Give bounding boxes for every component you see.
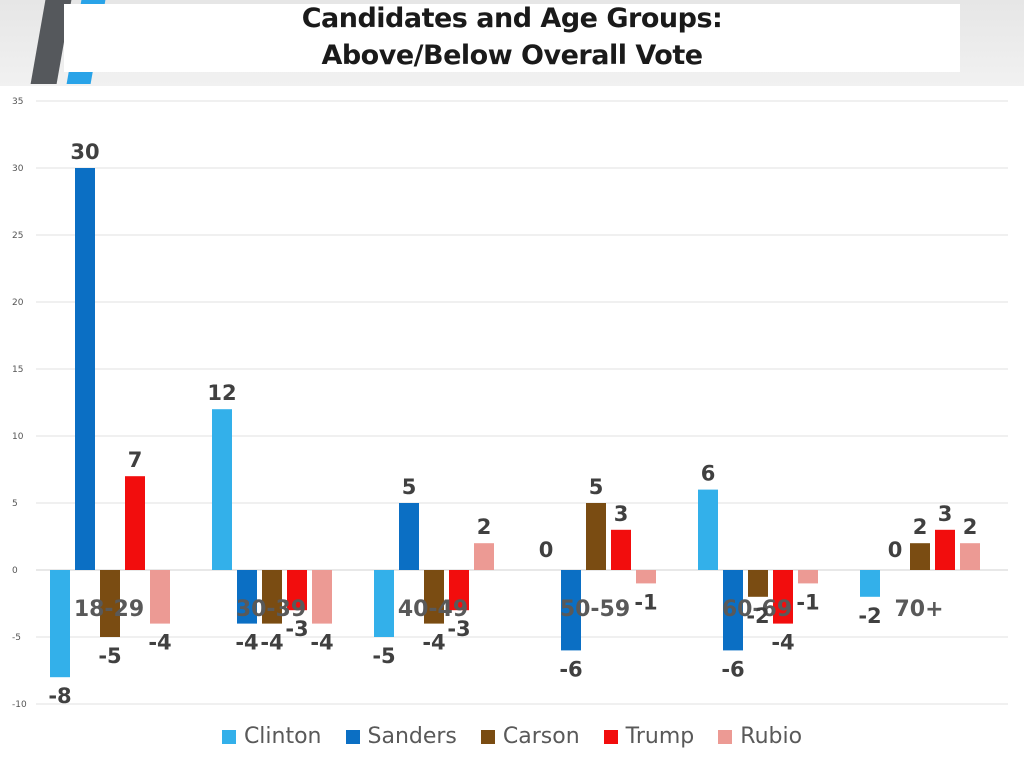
data-label: 0 bbox=[888, 538, 903, 562]
x-category-label: 60-69 bbox=[722, 597, 792, 622]
data-label: -4 bbox=[310, 631, 333, 655]
data-label: 3 bbox=[614, 502, 629, 526]
y-tick-label: -5 bbox=[12, 633, 21, 643]
legend-swatch bbox=[480, 729, 495, 744]
legend-swatch bbox=[345, 729, 360, 744]
bar-carson bbox=[424, 570, 444, 624]
data-label: 3 bbox=[938, 502, 953, 526]
legend-item-sanders: Sanders bbox=[345, 724, 457, 749]
title-box bbox=[64, 4, 960, 72]
legend-label: Trump bbox=[625, 724, 695, 749]
bar-clinton bbox=[374, 570, 394, 637]
bar-rubio bbox=[798, 570, 818, 584]
y-tick-label: 0 bbox=[12, 566, 18, 576]
legend-item-trump: Trump bbox=[603, 724, 695, 749]
bar-sanders bbox=[75, 168, 95, 570]
legend-swatch bbox=[718, 729, 733, 744]
data-label: -1 bbox=[796, 590, 819, 614]
chart-legend: Clinton Sanders Carson Trump Rubio bbox=[0, 724, 1024, 749]
legend-item-carson: Carson bbox=[480, 724, 580, 749]
y-tick-label: 15 bbox=[12, 365, 23, 375]
data-label: -1 bbox=[634, 590, 657, 614]
bar-trump bbox=[611, 529, 631, 570]
bar-rubio bbox=[150, 570, 170, 624]
legend-label: Sanders bbox=[367, 724, 457, 749]
bar-clinton bbox=[698, 489, 718, 570]
chart-title: Candidates and Age Groups: Above/Below O… bbox=[64, 0, 960, 74]
legend-item-rubio: Rubio bbox=[718, 724, 802, 749]
legend-swatch bbox=[221, 729, 236, 744]
bar-rubio bbox=[636, 570, 656, 584]
bar-clinton bbox=[212, 409, 232, 570]
data-label: 5 bbox=[589, 475, 604, 499]
data-label: -6 bbox=[559, 657, 582, 681]
data-label: -6 bbox=[721, 657, 744, 681]
chart-title-line-2: Above/Below Overall Vote bbox=[321, 40, 703, 71]
data-label: -8 bbox=[48, 684, 71, 708]
data-label: 2 bbox=[913, 515, 928, 539]
bar-rubio bbox=[312, 570, 332, 624]
chart-title-line-1: Candidates and Age Groups: bbox=[301, 3, 723, 34]
bar-rubio bbox=[960, 543, 980, 570]
legend-label: Clinton bbox=[243, 724, 322, 749]
data-label: 7 bbox=[128, 448, 143, 472]
data-label: -3 bbox=[285, 617, 308, 641]
y-tick-label: 5 bbox=[12, 499, 18, 509]
data-label: -2 bbox=[746, 604, 769, 628]
x-category-label: 40-49 bbox=[398, 597, 468, 622]
data-label: -4 bbox=[148, 631, 171, 655]
data-label: -4 bbox=[260, 631, 283, 655]
x-category-label: 50-59 bbox=[560, 597, 630, 622]
legend-swatch bbox=[603, 729, 618, 744]
bar-sanders bbox=[723, 570, 743, 651]
x-category-label: 18-29 bbox=[74, 597, 144, 622]
data-label: -5 bbox=[372, 644, 395, 668]
data-label: 2 bbox=[963, 515, 978, 539]
bar-carson bbox=[910, 543, 930, 570]
data-label: 12 bbox=[207, 381, 236, 405]
data-label: 5 bbox=[402, 475, 417, 499]
bar-clinton bbox=[50, 570, 70, 678]
y-tick-label: 30 bbox=[12, 164, 24, 174]
data-label: -3 bbox=[447, 617, 470, 641]
legend-label: Carson bbox=[502, 724, 580, 749]
y-tick-label: 35 bbox=[12, 97, 23, 107]
bar-sanders bbox=[399, 503, 419, 570]
bar-carson bbox=[586, 503, 606, 570]
bar-trump bbox=[449, 570, 469, 611]
bar-trump bbox=[125, 476, 145, 570]
bar-trump bbox=[287, 570, 307, 611]
bar-trump bbox=[773, 570, 793, 624]
bar-rubio bbox=[474, 543, 494, 570]
bar-clinton bbox=[860, 570, 880, 597]
bar-trump bbox=[935, 529, 955, 570]
data-label: -2 bbox=[858, 604, 881, 628]
data-label: 2 bbox=[477, 515, 492, 539]
data-label: -5 bbox=[98, 644, 121, 668]
data-label: 30 bbox=[70, 140, 99, 164]
data-label: -4 bbox=[771, 631, 794, 655]
data-label: -4 bbox=[422, 631, 445, 655]
bar-sanders bbox=[561, 570, 581, 651]
bar-carson bbox=[262, 570, 282, 624]
bar-sanders bbox=[237, 570, 257, 624]
data-label: 0 bbox=[539, 538, 554, 562]
y-tick-label: -10 bbox=[12, 700, 27, 710]
legend-label: Rubio bbox=[740, 724, 803, 749]
bar-carson bbox=[100, 570, 120, 637]
bar-carson bbox=[748, 570, 768, 597]
data-label: 6 bbox=[701, 462, 716, 486]
x-category-label: 70+ bbox=[894, 597, 943, 622]
data-label: -4 bbox=[235, 631, 258, 655]
legend-item-clinton: Clinton bbox=[221, 724, 322, 749]
y-tick-label: 25 bbox=[12, 231, 23, 241]
x-category-label: 30-39 bbox=[236, 597, 306, 622]
y-tick-label: 20 bbox=[12, 298, 24, 308]
y-tick-label: 10 bbox=[12, 432, 24, 442]
